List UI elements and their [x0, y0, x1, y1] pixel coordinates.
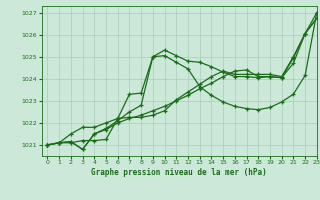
X-axis label: Graphe pression niveau de la mer (hPa): Graphe pression niveau de la mer (hPa) [91, 168, 267, 177]
